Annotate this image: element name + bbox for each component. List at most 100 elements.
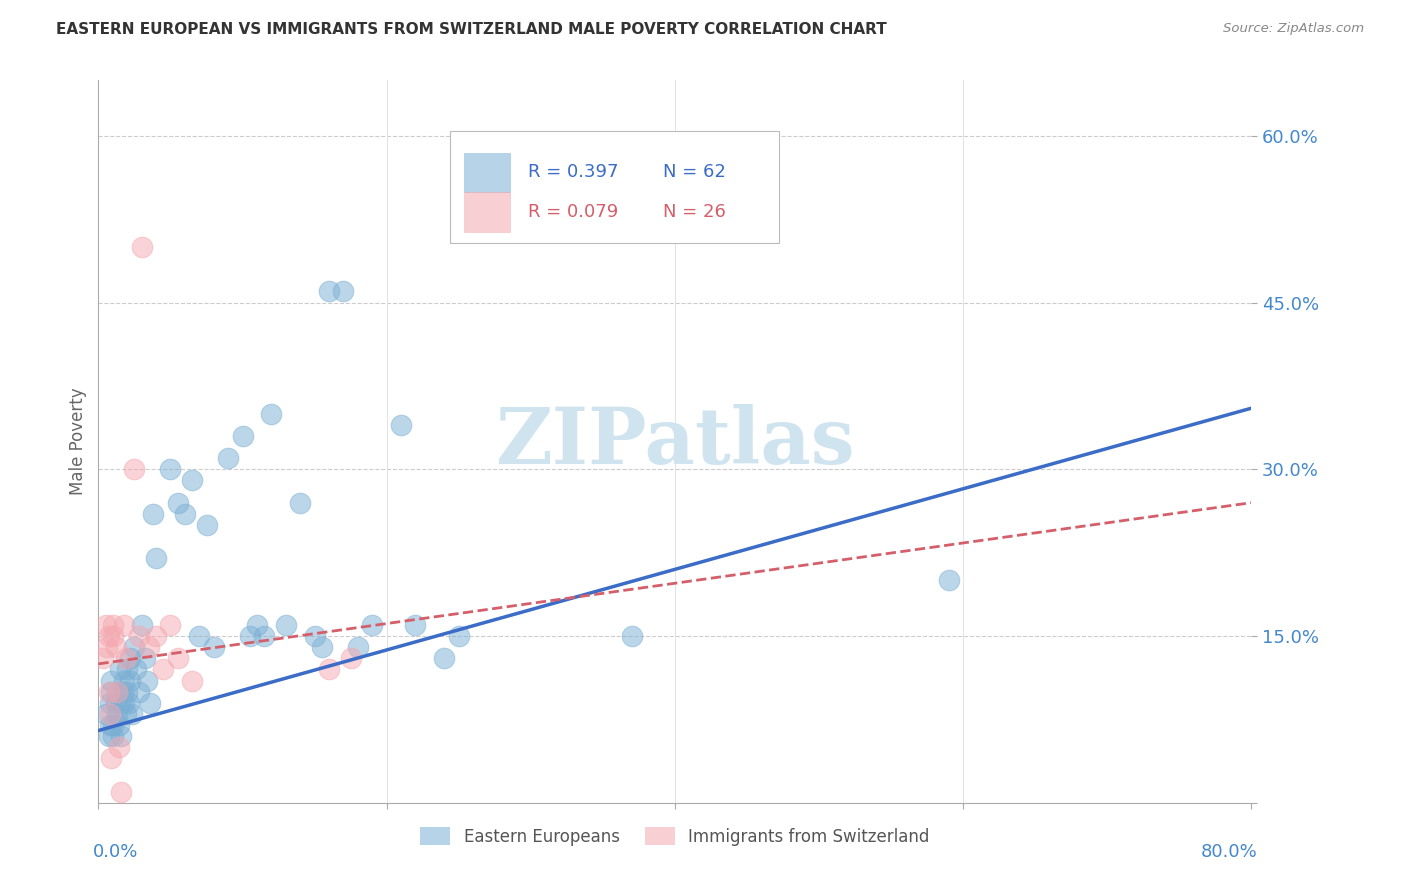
Point	[181, 673, 204, 688]
Text: EASTERN EUROPEAN VS IMMIGRANTS FROM SWITZERLAND MALE POVERTY CORRELATION CHART: EASTERN EUROPEAN VS IMMIGRANTS FROM SWIT…	[56, 22, 887, 37]
Point	[94, 618, 117, 632]
Point	[96, 640, 118, 655]
Point	[332, 285, 354, 299]
Point	[124, 462, 146, 476]
Point	[97, 684, 120, 698]
Point	[721, 185, 744, 199]
Point	[311, 640, 333, 655]
Point	[318, 662, 340, 676]
Text: N = 62: N = 62	[664, 163, 727, 181]
Point	[110, 785, 132, 799]
Point	[131, 618, 153, 632]
Point	[101, 629, 124, 643]
Point	[138, 640, 160, 655]
Point	[91, 651, 114, 665]
Y-axis label: Male Poverty: Male Poverty	[69, 388, 87, 495]
Point	[131, 240, 153, 254]
FancyBboxPatch shape	[450, 131, 779, 243]
Point	[174, 507, 197, 521]
Point	[339, 651, 361, 665]
Point	[188, 629, 211, 643]
Point	[98, 696, 121, 710]
Text: R = 0.079: R = 0.079	[529, 203, 619, 221]
Point	[121, 706, 143, 721]
Point	[159, 462, 181, 476]
Text: R = 0.397: R = 0.397	[529, 163, 619, 181]
FancyBboxPatch shape	[464, 193, 510, 232]
Point	[101, 718, 124, 732]
Point	[318, 285, 340, 299]
Point	[110, 729, 132, 743]
Point	[159, 618, 181, 632]
Point	[104, 640, 127, 655]
Point	[246, 618, 269, 632]
Point	[145, 629, 167, 643]
Point	[447, 629, 470, 643]
FancyBboxPatch shape	[464, 153, 510, 193]
Point	[128, 629, 150, 643]
Point	[107, 740, 129, 755]
Point	[253, 629, 276, 643]
Point	[114, 706, 136, 721]
Point	[274, 618, 297, 632]
Point	[104, 696, 127, 710]
Point	[117, 662, 139, 676]
Point	[202, 640, 225, 655]
Point	[231, 429, 254, 443]
Point	[112, 673, 135, 688]
Point	[304, 629, 326, 643]
Text: ZIPatlas: ZIPatlas	[495, 403, 855, 480]
Point	[142, 507, 165, 521]
Point	[217, 451, 239, 466]
Point	[98, 706, 121, 721]
Legend: Eastern Europeans, Immigrants from Switzerland: Eastern Europeans, Immigrants from Switz…	[413, 821, 936, 852]
Point	[105, 684, 128, 698]
Point	[239, 629, 262, 643]
Point	[346, 640, 368, 655]
Point	[139, 696, 162, 710]
Point	[111, 684, 134, 698]
Text: Source: ZipAtlas.com: Source: ZipAtlas.com	[1223, 22, 1364, 36]
Point	[117, 684, 139, 698]
Point	[195, 517, 218, 532]
Point	[260, 407, 283, 421]
Text: 0.0%: 0.0%	[93, 843, 138, 861]
Point	[389, 417, 412, 432]
Point	[938, 574, 960, 588]
Point	[152, 662, 174, 676]
Point	[105, 706, 128, 721]
Point	[101, 618, 124, 632]
Point	[145, 551, 167, 566]
Point	[124, 640, 146, 655]
Point	[100, 751, 122, 765]
Point	[120, 651, 142, 665]
Text: N = 26: N = 26	[664, 203, 727, 221]
Point	[134, 651, 156, 665]
Point	[94, 706, 117, 721]
Point	[166, 651, 188, 665]
Point	[105, 684, 128, 698]
Point	[97, 729, 120, 743]
Point	[108, 662, 131, 676]
Point	[405, 618, 427, 632]
Point	[290, 496, 312, 510]
Point	[361, 618, 384, 632]
Point	[166, 496, 188, 510]
Point	[112, 696, 135, 710]
Text: 80.0%: 80.0%	[1201, 843, 1257, 861]
Point	[98, 718, 121, 732]
Point	[181, 474, 204, 488]
Point	[120, 673, 142, 688]
Point	[620, 629, 643, 643]
Point	[100, 684, 122, 698]
Point	[101, 729, 124, 743]
Point	[107, 718, 129, 732]
Point	[433, 651, 456, 665]
Point	[128, 684, 150, 698]
Point	[136, 673, 159, 688]
Point	[112, 618, 135, 632]
Point	[97, 629, 120, 643]
Point	[118, 696, 141, 710]
Point	[114, 651, 136, 665]
Point	[125, 662, 148, 676]
